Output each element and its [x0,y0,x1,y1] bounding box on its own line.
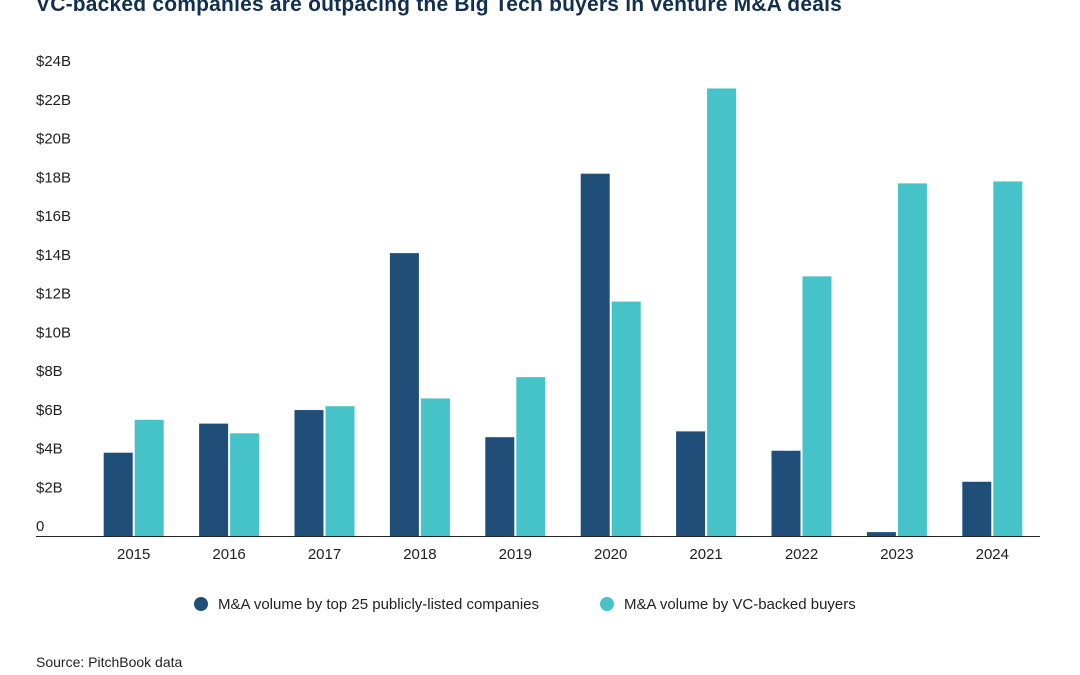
bar-public-companies-2021 [676,431,706,536]
chart-title: VC-backed companies are outpacing the Bi… [36,0,842,16]
x-tick-label: 2022 [785,546,818,563]
legend-label: M&A volume by top 25 publicly-listed com… [218,596,539,613]
bar-vc-backed-2015 [134,419,164,536]
bar-vc-backed-2021 [707,88,737,536]
source-note: Source: PitchBook data [36,654,183,670]
y-tick-label: $10B [36,324,71,341]
bar-vc-backed-2020 [611,301,641,536]
y-tick-label: $14B [36,247,71,264]
y-tick-label: $4B [36,441,63,458]
bar-public-companies-2017 [294,410,324,536]
bar-public-companies-2024 [962,481,992,536]
x-tick-label: 2017 [308,546,341,563]
bar-public-companies-2022 [771,450,801,536]
y-tick-label: $24B [36,53,71,70]
legend: M&A volume by top 25 publicly-listed com… [194,596,856,613]
bar-public-companies-2016 [199,423,229,536]
y-tick-label: $16B [36,208,71,225]
y-tick-label: $8B [36,363,63,380]
bar-vc-backed-2018 [420,398,450,536]
y-tick-label: 0 [36,518,44,535]
bar-vc-backed-2022 [802,276,832,536]
x-tick-label: 2015 [117,546,150,563]
bar-vc-backed-2016 [230,433,260,536]
bar-public-companies-2020 [580,173,610,536]
legend-label: M&A volume by VC-backed buyers [624,596,856,613]
y-tick-label: $22B [36,92,71,109]
x-axis: 2015 2016 2017 2018 2019 2020 2021 2022 2023 2024 [117,546,1009,563]
x-tick-label: 2024 [976,546,1009,563]
y-tick-label: $2B [36,479,63,496]
bars-group [103,88,1023,536]
bar-vc-backed-2017 [325,406,355,536]
y-axis: 0 $2B $4B $6B $8B $10B $12B $14B $16B $18B $20B $22… [36,53,71,535]
bar-public-companies-2019 [485,437,515,536]
x-tick-label: 2020 [594,546,627,563]
bar-vc-backed-2019 [516,377,546,536]
legend-marker [600,597,614,611]
y-tick-label: $12B [36,286,71,303]
x-tick-label: 2018 [403,546,436,563]
legend-marker [194,597,208,611]
bar-public-companies-2018 [389,253,419,536]
y-tick-label: $20B [36,131,71,148]
bar-vc-backed-2024 [993,181,1023,536]
x-tick-label: 2016 [212,546,245,563]
bar-vc-backed-2023 [897,183,927,536]
x-tick-label: 2021 [689,546,722,563]
y-tick-label: $6B [36,402,63,419]
x-tick-label: 2023 [880,546,913,563]
y-tick-label: $18B [36,169,71,186]
bar-public-companies-2015 [103,452,133,536]
bar-public-companies-2023 [866,532,896,536]
x-tick-label: 2019 [499,546,532,563]
